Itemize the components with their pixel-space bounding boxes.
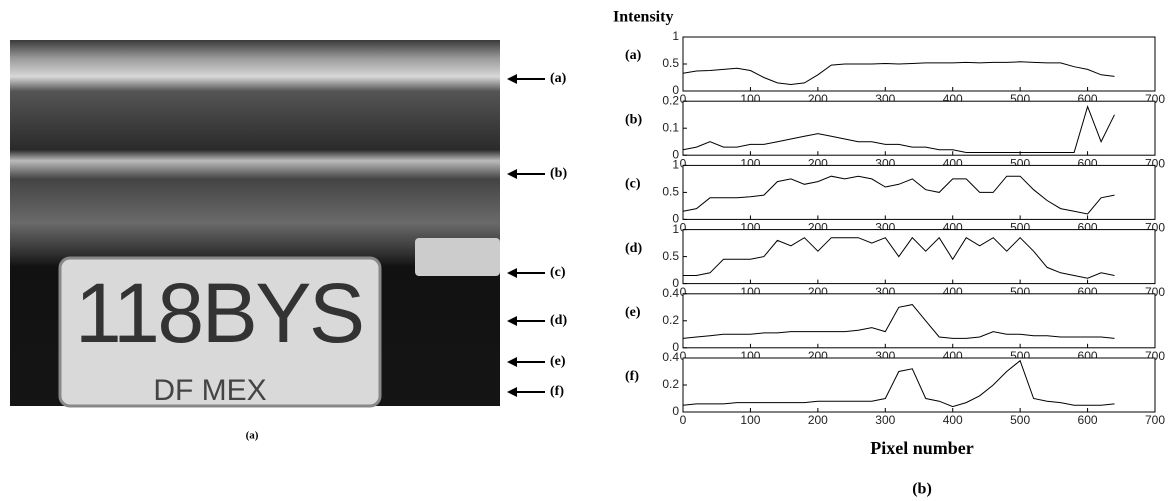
x-tick-label: 400: [943, 413, 963, 427]
x-tick-label: 700: [1145, 413, 1165, 427]
y-tick-label: 0.2: [662, 313, 679, 327]
x-tick-label: 0: [680, 156, 687, 170]
panel-label: (a): [625, 48, 642, 63]
line: [682, 359, 1115, 408]
x-tick-label: 0: [680, 92, 687, 106]
line: [682, 304, 1115, 339]
line: [682, 105, 1115, 153]
x-tick-label: 0: [680, 349, 687, 363]
plot-frame: [682, 357, 1156, 413]
y-tick-label: 0: [672, 147, 679, 161]
y-tick-label: 1: [672, 158, 679, 172]
arrow-head: [507, 169, 517, 179]
plate-text: 118BYS: [75, 266, 365, 360]
plot-caption: (b): [912, 481, 932, 498]
reflector: [415, 238, 500, 276]
y-tick-label: 0.1: [662, 120, 679, 134]
image-caption: (a): [246, 430, 259, 442]
arrow-label: (d): [550, 313, 567, 328]
arrow-label: (e): [550, 354, 566, 369]
x-tick-label: 0: [680, 221, 687, 235]
y-tick-label: 0: [672, 276, 679, 290]
x-tick-label: 500: [1010, 413, 1030, 427]
plate-region: DF MEX: [153, 374, 266, 407]
y-tick-label: 1: [672, 29, 679, 43]
panel-label: (c): [625, 177, 641, 192]
y-tick-label: 1: [672, 222, 679, 236]
y-axis-label: Intensity: [613, 9, 673, 26]
y-tick-label: 0.4: [662, 350, 679, 364]
x-tick-label: 600: [1078, 413, 1098, 427]
y-tick-label: 0.5: [662, 56, 679, 70]
arrow-label: (c): [550, 265, 566, 280]
x-tick-label: 200: [808, 413, 828, 427]
plot-frame: [682, 164, 1156, 220]
panel-label: (f): [625, 369, 639, 384]
line: [683, 236, 1115, 279]
arrow-head: [507, 268, 517, 278]
x-tick-label: 0: [680, 413, 687, 427]
panel-label: (d): [625, 241, 642, 256]
y-tick-label: 0.2: [662, 377, 679, 391]
line: [682, 61, 1115, 86]
line: [682, 175, 1115, 215]
x-tick-label: 100: [740, 413, 760, 427]
arrow-head: [507, 74, 517, 84]
x-tick-label: 300: [875, 413, 895, 427]
arrow-label: (b): [550, 166, 567, 181]
plot-frame: [682, 293, 1156, 349]
arrow-label: (f): [550, 384, 564, 399]
photo: 118BYS DF MEX: [10, 40, 500, 408]
arrow-head: [507, 357, 517, 367]
plot-frame: [682, 36, 1156, 92]
arrow-label: (a): [550, 71, 567, 86]
panel-label: (e): [625, 305, 641, 320]
y-tick-label: 0: [672, 83, 679, 97]
arrow-head: [507, 387, 517, 397]
y-tick-label: 0: [672, 212, 679, 226]
panel-label: (b): [625, 112, 642, 127]
y-tick-label: 0: [672, 340, 679, 354]
y-tick-label: 0.5: [662, 249, 679, 263]
x-tick-label: 0: [680, 285, 687, 299]
arrow-head: [507, 316, 517, 326]
y-tick-label: 0.2: [662, 93, 679, 107]
plot-frame: [682, 229, 1156, 285]
y-tick-label: 0: [672, 404, 679, 418]
license-plate: [58, 256, 382, 408]
y-tick-label: 0.5: [662, 185, 679, 199]
y-tick-label: 0.4: [662, 286, 679, 300]
x-axis-label: Pixel number: [870, 438, 974, 458]
